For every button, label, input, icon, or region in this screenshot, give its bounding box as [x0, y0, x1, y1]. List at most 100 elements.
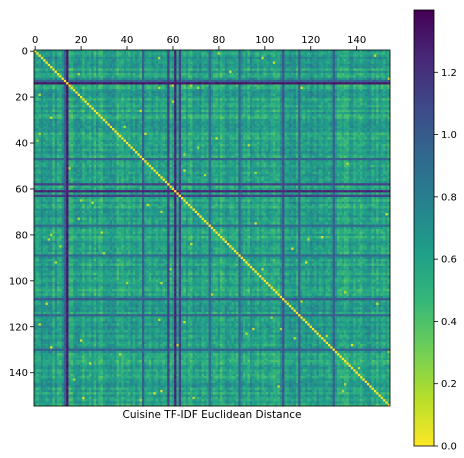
heatmap-cell	[84, 98, 88, 101]
heatmap-cell	[364, 79, 368, 83]
heatmap-cell	[208, 98, 212, 101]
heatmap-cell	[169, 54, 173, 58]
heatmap-cell	[286, 54, 290, 58]
heatmap-cell	[125, 89, 129, 92]
heatmap-cell	[61, 121, 65, 124]
heatmap-cell	[66, 114, 69, 117]
heatmap-cell	[302, 77, 306, 81]
heatmap-cell	[135, 68, 138, 71]
heatmap-cell	[341, 102, 345, 106]
heatmap-cell	[56, 68, 60, 71]
heatmap-cell	[256, 112, 260, 115]
heatmap-cell	[327, 100, 331, 104]
heatmap-cell	[206, 98, 209, 101]
heatmap-cell	[174, 93, 177, 97]
heatmap-cell	[187, 95, 191, 99]
heatmap-cell	[215, 95, 218, 99]
heatmap-cell	[105, 105, 108, 108]
heatmap-cell	[353, 84, 356, 87]
heatmap-cell	[286, 66, 290, 69]
heatmap-cell	[288, 100, 292, 104]
heatmap-cell	[180, 56, 184, 60]
heatmap-cell	[91, 105, 94, 108]
heatmap-cell	[77, 116, 81, 120]
heatmap-cell	[185, 68, 189, 71]
heatmap-cell	[284, 54, 287, 58]
heatmap-cell	[89, 70, 92, 74]
heatmap-cell	[298, 52, 301, 55]
heatmap-cell	[93, 98, 97, 101]
heatmap-cell	[194, 72, 198, 76]
heatmap-cell	[54, 123, 58, 127]
heatmap-cell	[109, 109, 113, 113]
heatmap-cell	[169, 93, 173, 97]
heatmap-cell	[125, 107, 129, 110]
heatmap-cell	[215, 100, 218, 104]
heatmap-cell	[355, 52, 359, 55]
heatmap-cell	[220, 70, 223, 74]
heatmap-cell	[70, 123, 74, 127]
heatmap-cell	[192, 118, 196, 122]
heatmap-cell	[178, 84, 182, 87]
heatmap-cell	[279, 59, 283, 62]
heatmap-cell	[318, 72, 322, 76]
heatmap-cell	[233, 70, 237, 74]
heatmap-cell	[318, 77, 322, 81]
heatmap-cell	[63, 112, 67, 115]
heatmap-cell	[82, 109, 85, 113]
heatmap-cell	[139, 107, 143, 110]
heatmap-cell	[171, 109, 175, 113]
heatmap-cell	[155, 70, 159, 74]
heatmap-cell	[43, 116, 46, 120]
heatmap-cell	[332, 68, 336, 71]
heatmap-cell	[187, 112, 191, 115]
heatmap-cell	[61, 100, 65, 104]
heatmap-cell	[160, 91, 163, 94]
heatmap-cell	[199, 100, 202, 104]
heatmap-cell	[249, 86, 253, 90]
heatmap-cell	[123, 54, 127, 58]
heatmap-cell	[105, 66, 108, 69]
heatmap-cell	[199, 54, 202, 58]
heatmap-cell	[43, 107, 46, 110]
heatmap-cell	[341, 89, 345, 92]
heatmap-cell	[233, 95, 237, 99]
heatmap-cell	[341, 100, 345, 104]
heatmap-cell	[183, 54, 186, 58]
heatmap-cell	[59, 70, 62, 74]
heatmap-cell	[311, 77, 315, 81]
heatmap-cell	[89, 52, 92, 55]
heatmap-cell	[123, 98, 127, 101]
heatmap-cell	[261, 114, 264, 117]
heatmap-cell	[247, 82, 251, 85]
heatmap-cell	[89, 109, 92, 113]
heatmap-cell	[164, 109, 168, 113]
heatmap-cell	[155, 121, 159, 124]
heatmap-cell	[135, 91, 138, 94]
heatmap-cell	[180, 102, 184, 106]
heatmap-cell	[34, 52, 37, 55]
heatmap-cell	[132, 116, 136, 120]
heatmap-cell	[293, 50, 297, 53]
heatmap-cell	[295, 121, 299, 124]
heatmap-cell	[187, 118, 191, 122]
heatmap-cell	[256, 84, 260, 87]
heatmap-cell	[259, 93, 262, 97]
heatmap-cell	[210, 54, 214, 58]
heatmap-cell	[369, 75, 372, 78]
heatmap-cell	[316, 56, 320, 60]
heatmap-cell	[286, 84, 290, 87]
heatmap-cell	[330, 114, 333, 117]
heatmap-cell	[197, 112, 200, 115]
heatmap-cell	[158, 86, 161, 90]
heatmap-cell	[334, 52, 338, 55]
heatmap-cell	[217, 68, 221, 71]
heatmap-cell	[63, 109, 67, 113]
heatmap-cell	[36, 116, 39, 120]
heatmap-cell	[79, 100, 83, 104]
heatmap-cell	[362, 66, 365, 69]
heatmap-cell	[66, 68, 69, 71]
heatmap-cell	[98, 72, 101, 76]
heatmap-cell	[321, 91, 324, 94]
heatmap-cell	[61, 82, 65, 85]
